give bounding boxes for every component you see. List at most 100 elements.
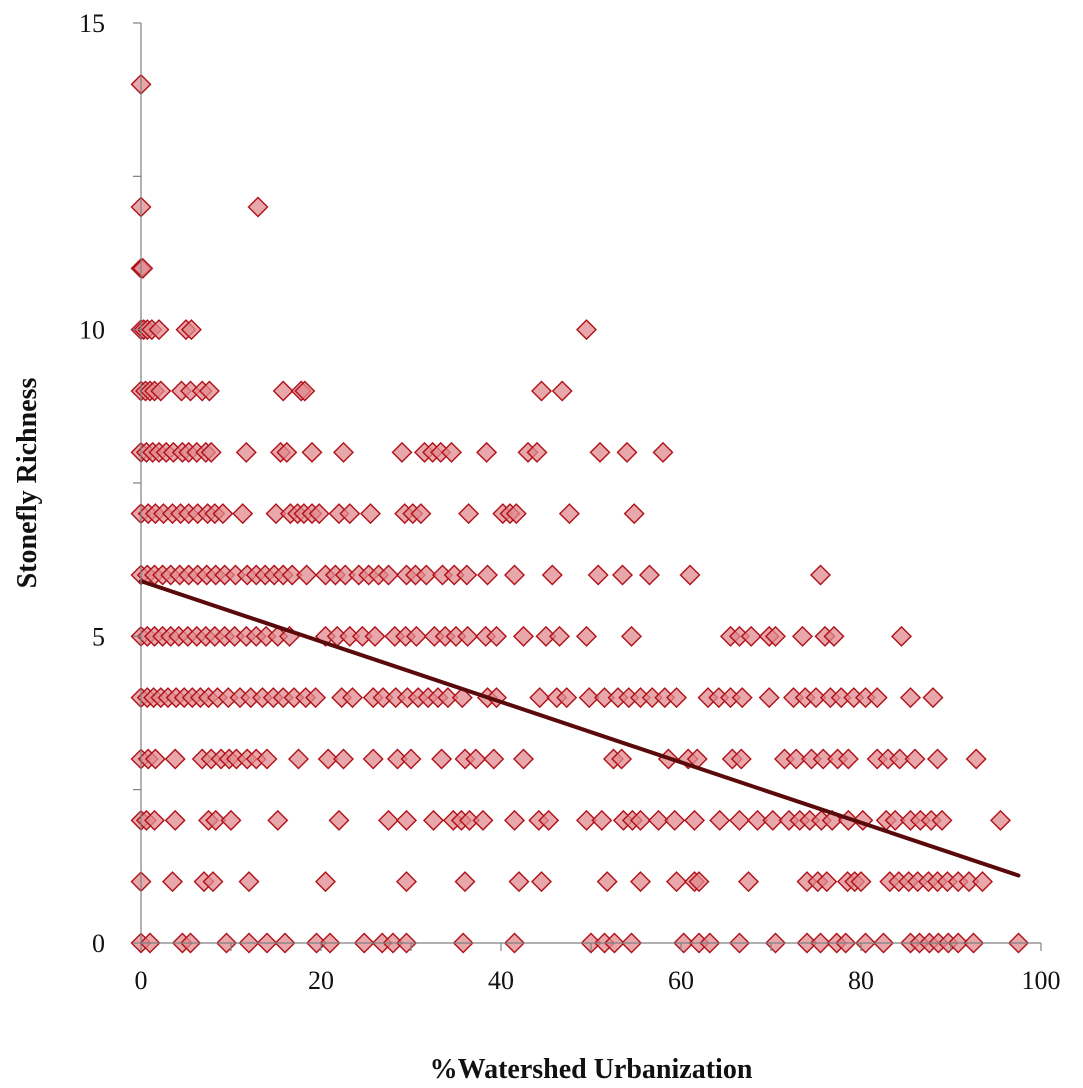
- data-point: [301, 441, 323, 463]
- y-tick-label: 5: [92, 622, 105, 651]
- data-point: [792, 625, 813, 647]
- data-point: [758, 687, 780, 709]
- data-point: [508, 871, 530, 893]
- x-tick-label: 20: [308, 966, 334, 995]
- data-points: [130, 73, 1029, 954]
- data-point: [630, 809, 651, 831]
- data-point: [144, 809, 165, 831]
- tick-labels: 0 20 40 60 80 100 0 5 10 15: [79, 9, 1061, 995]
- data-point: [456, 564, 478, 586]
- data-point: [904, 748, 926, 770]
- data-point: [164, 809, 186, 831]
- data-point: [200, 441, 222, 463]
- data-point: [164, 748, 186, 770]
- data-point: [729, 809, 750, 831]
- x-tick-label: 40: [488, 966, 514, 995]
- axes: [133, 22, 1042, 951]
- data-point: [144, 748, 166, 770]
- data-point: [587, 564, 609, 586]
- data-point: [611, 748, 633, 770]
- x-tick-label: 60: [668, 966, 694, 995]
- data-point: [526, 441, 548, 463]
- data-point: [531, 380, 552, 402]
- data-point: [688, 871, 710, 893]
- data-point: [437, 687, 459, 709]
- data-point: [639, 564, 660, 586]
- data-point: [589, 441, 611, 463]
- data-point: [342, 687, 363, 709]
- data-point: [396, 809, 417, 831]
- x-tick-label: 0: [135, 966, 148, 995]
- data-point: [238, 871, 260, 893]
- data-point: [541, 564, 563, 586]
- data-point: [837, 748, 859, 770]
- data-point: [458, 503, 480, 525]
- data-point: [457, 625, 479, 647]
- x-axis-title: %Watershed Urbanization: [430, 1054, 753, 1085]
- data-point: [576, 625, 597, 647]
- data-point: [666, 871, 687, 893]
- data-point: [132, 257, 154, 279]
- data-point: [360, 503, 381, 525]
- data-point: [454, 871, 476, 893]
- data-point: [578, 687, 600, 709]
- data-point: [747, 809, 768, 831]
- data-point: [400, 748, 422, 770]
- data-point: [423, 809, 444, 831]
- data-point: [922, 687, 944, 709]
- data-point: [850, 871, 872, 893]
- data-point: [666, 687, 687, 709]
- data-point: [765, 625, 786, 647]
- data-point: [612, 564, 633, 586]
- y-tick-label: 15: [79, 9, 105, 38]
- data-point: [972, 871, 993, 893]
- data-point: [823, 625, 845, 647]
- data-point: [333, 441, 354, 463]
- data-point: [931, 809, 953, 831]
- data-point: [212, 503, 234, 525]
- y-tick-label: 0: [92, 929, 105, 958]
- data-point: [730, 748, 752, 770]
- data-point: [405, 625, 427, 647]
- data-point: [556, 687, 578, 709]
- data-point: [205, 809, 227, 831]
- data-point: [623, 503, 645, 525]
- data-point: [483, 748, 505, 770]
- data-point: [364, 625, 386, 647]
- data-point: [472, 809, 494, 831]
- data-point: [538, 809, 560, 831]
- data-point: [504, 564, 525, 586]
- y-tick-label: 10: [79, 316, 105, 345]
- data-point: [927, 748, 948, 770]
- data-point: [785, 748, 807, 770]
- data-point: [576, 809, 597, 831]
- data-point: [451, 687, 473, 709]
- data-point: [232, 503, 254, 525]
- data-point: [276, 441, 298, 463]
- data-point: [441, 441, 462, 463]
- trendline: [139, 579, 1021, 878]
- data-point: [505, 503, 527, 525]
- y-axis-title: Stonefly Richness: [12, 378, 43, 589]
- data-point: [551, 380, 573, 402]
- data-point: [415, 564, 437, 586]
- data-point: [476, 441, 498, 463]
- data-point: [762, 809, 784, 831]
- data-point: [805, 687, 827, 709]
- data-point: [288, 748, 309, 770]
- data-point: [431, 748, 453, 770]
- data-point: [616, 441, 638, 463]
- data-point: [504, 809, 525, 831]
- data-point: [296, 564, 318, 586]
- data-point: [558, 503, 580, 525]
- data-point: [317, 748, 339, 770]
- data-point: [391, 441, 413, 463]
- data-point: [256, 748, 278, 770]
- data-point: [891, 625, 912, 647]
- data-point: [684, 809, 705, 831]
- data-point: [220, 809, 242, 831]
- data-point: [486, 687, 507, 709]
- data-point: [477, 564, 498, 586]
- data-point: [576, 319, 597, 341]
